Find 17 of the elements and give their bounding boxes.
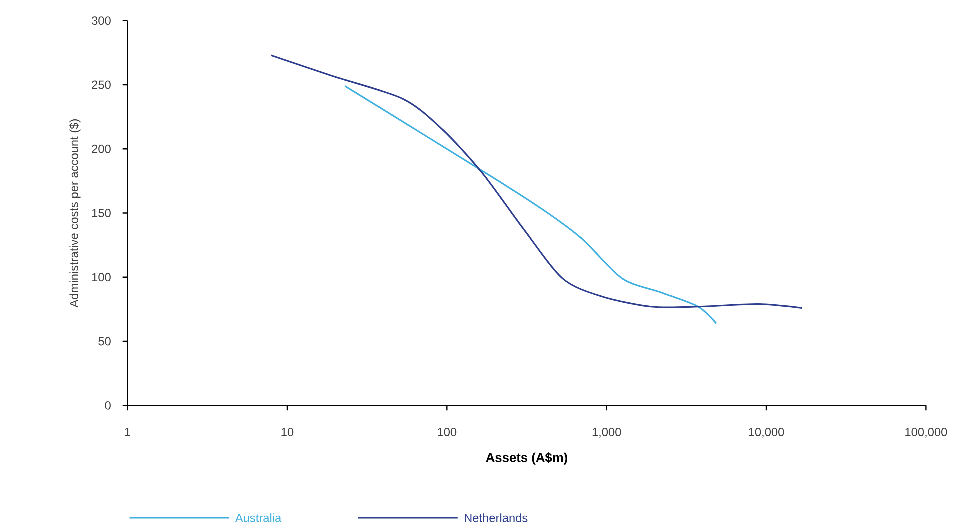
text: Netherlands (465, 514, 528, 522)
y-tick-label: 300 (92, 16, 111, 26)
y-tick-label: 200 (92, 144, 111, 154)
x-tick-label: 100,000 (906, 428, 948, 438)
y-tick-label: 150 (92, 209, 111, 218)
y-tick-label: 0 (105, 401, 111, 410)
x-tick-label: 100 (438, 428, 457, 436)
x-tick-label: 1 (125, 428, 131, 436)
y-tick-label: 100 (92, 273, 111, 282)
x-axis-title: Assets (A$m) (486, 452, 568, 465)
y-tick-label: 50 (98, 337, 111, 346)
y-tick-label: 250 (92, 80, 111, 90)
text: Australia (235, 514, 282, 522)
y-axis-title: Administrative costs per account ($) (70, 120, 81, 308)
x-tick-label: 10 (282, 428, 294, 436)
x-tick-label: 1,000 (592, 428, 622, 438)
x-tick-label: 10,000 (749, 428, 784, 438)
